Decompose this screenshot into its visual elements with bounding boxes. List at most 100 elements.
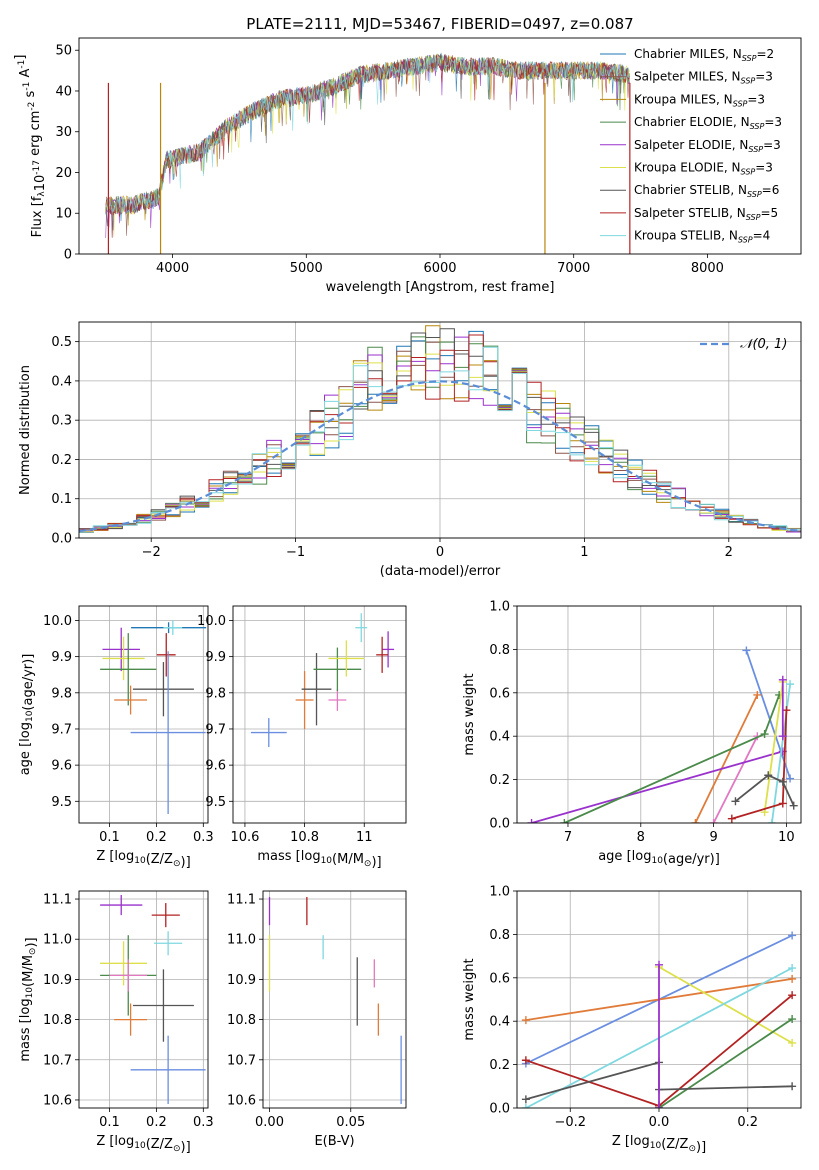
- weight-series-orange: [694, 694, 759, 823]
- gaussian-curve: [79, 380, 801, 533]
- weight-marker: [786, 774, 795, 783]
- figure-title: PLATE=2111, MJD=53467, FIBERID=0497, z=0…: [246, 15, 633, 33]
- y-tick-label: 11.0: [227, 933, 256, 948]
- x-axis-label: mass [log10(M/M⊙)]: [257, 849, 381, 870]
- x-tick-label: 0.0: [649, 1115, 670, 1130]
- weight-marker: [655, 960, 663, 969]
- y-tick-label: 10: [55, 207, 72, 222]
- y-tick-label: 0.1: [51, 492, 72, 507]
- y-tick-label: 10.6: [43, 1093, 72, 1108]
- panel-age_vs_mass: 10.6 10.8 11 9.5 9.6 9.7 9.8 9.9 10.0 mass [log10…: [197, 605, 407, 870]
- y-axis-label: Normed distribution: [18, 365, 33, 495]
- y-tick-label: 0.8: [489, 643, 510, 658]
- y-tick-label: 9.5: [51, 795, 72, 810]
- panel-spectrum: 4000 5000 6000 7000 8000 0 10 20 30 40 50 wavelengt…: [13, 37, 802, 295]
- spectrum-series-salpeter_elodie: [105, 55, 630, 238]
- axes-frame: [78, 37, 802, 255]
- plot-area: [100, 620, 207, 814]
- y-axis-label: mass weight: [462, 673, 477, 755]
- x-tick-label: 4000: [156, 261, 189, 276]
- weight-marker: [778, 675, 787, 684]
- x-tick-label: 9: [709, 830, 717, 845]
- panel-residuals: −2 −1 0 1 2 0.0 0.1 0.2 0.3 0.4 0.5 (data-model)/er…: [18, 321, 802, 579]
- x-tick-label: 0.3: [193, 1115, 214, 1130]
- panel-mass_vs_ebv: 0.00 0.05 10.6 10.7 10.8 10.9 11.0 11.1 E(B-V): [227, 890, 407, 1149]
- y-tick-label: 9.8: [51, 686, 72, 701]
- x-tick-label: 10.6: [230, 830, 259, 845]
- panel-mass_vs_Z: 0.1 0.2 0.3 10.6 10.7 10.8 10.9 11.0 11.1 Z [log1…: [18, 890, 214, 1155]
- weight-marker: [786, 680, 795, 689]
- y-tick-label: 10.7: [227, 1053, 256, 1068]
- plot-area: [527, 646, 798, 823]
- y-axis-label: Flux [fλ10-17 erg cm-2 s-1 A-1]: [13, 55, 48, 238]
- y-tick-label: 9.5: [205, 795, 226, 810]
- y-tick-label: 30: [55, 125, 72, 140]
- x-tick-label: 7: [564, 830, 572, 845]
- x-axis-label: age [log10(age/yr)]: [598, 849, 720, 867]
- plot-area: [79, 325, 801, 533]
- weight-marker: [521, 1095, 530, 1104]
- weight-marker: [778, 799, 787, 808]
- plot-area: [250, 613, 395, 748]
- weight-marker: [788, 1038, 797, 1047]
- y-tick-label: 0.2: [489, 1058, 510, 1073]
- x-tick-label: −1: [286, 545, 305, 560]
- x-tick-label: 0.1: [99, 1115, 120, 1130]
- x-tick-label: 1: [580, 545, 588, 560]
- x-tick-label: 0.2: [146, 1115, 167, 1130]
- y-tick-label: 0.6: [489, 971, 510, 986]
- weight-marker: [655, 1104, 663, 1108]
- weight-series-blue: [745, 650, 791, 779]
- y-tick-label: 0.4: [51, 374, 72, 389]
- y-tick-label: 9.6: [51, 759, 72, 774]
- axes-frame: [516, 605, 802, 824]
- y-axis-label: age [log10(age/yr)]: [18, 654, 36, 776]
- x-tick-label: 10.8: [290, 830, 319, 845]
- y-tick-label: 0.2: [51, 453, 72, 468]
- y-tick-label: 0: [64, 248, 72, 263]
- weight-marker: [778, 732, 787, 741]
- axes-frame: [78, 321, 802, 539]
- y-axis-label: mass [log10(M/M⊙)]: [18, 937, 39, 1061]
- y-tick-label: 9.7: [205, 722, 226, 737]
- x-tick-label: 11: [356, 830, 373, 845]
- x-tick-label: −2: [142, 545, 161, 560]
- x-tick-label: 5000: [290, 261, 323, 276]
- weight-marker: [742, 646, 751, 655]
- y-tick-label: 0.0: [51, 532, 72, 547]
- x-tick-label: 6000: [423, 261, 456, 276]
- weight-marker: [764, 771, 773, 780]
- legend-entry: Chabrier STELIB, NSSP=6: [634, 183, 779, 199]
- y-axis-label: mass weight: [462, 958, 477, 1040]
- y-tick-label: 10.6: [227, 1093, 256, 1108]
- weight-marker: [788, 991, 797, 1000]
- x-tick-label: 0.05: [336, 1115, 365, 1130]
- x-tick-label: 0.2: [737, 1115, 758, 1130]
- y-tick-label: 0.4: [489, 1015, 510, 1030]
- plot-area: [521, 931, 797, 1108]
- y-tick-label: 0.0: [489, 817, 510, 832]
- panel-weight_vs_age: 7 8 9 10 0.0 0.2 0.4 0.6 0.8 1.0 age [log10(age/yr…: [462, 600, 802, 867]
- axes-frame: [232, 605, 407, 824]
- legend-entry: Kroupa ELODIE, NSSP=3: [634, 161, 773, 177]
- plot-area: [100, 895, 206, 1104]
- weight-marker: [789, 801, 798, 810]
- axes-frame: [78, 890, 209, 1109]
- x-tick-label: 8: [637, 830, 645, 845]
- legend-entry: Chabrier ELODIE, NSSP=3: [634, 115, 782, 131]
- x-axis-label: Z [log10(Z/Z⊙)]: [96, 849, 190, 870]
- x-tick-label: 8000: [691, 261, 724, 276]
- y-tick-label: 10.8: [43, 1013, 72, 1028]
- weight-marker: [560, 819, 569, 823]
- weight-marker: [521, 1056, 530, 1065]
- x-axis-label: wavelength [Angstrom, rest frame]: [326, 280, 555, 295]
- weight-marker: [788, 1082, 797, 1091]
- y-tick-label: 1.0: [489, 885, 510, 900]
- y-tick-label: 0.8: [489, 928, 510, 943]
- hist-series-kroupa_stelib: [79, 346, 801, 531]
- weight-series-kroupa_elodie: [658, 966, 793, 1044]
- y-tick-label: 0.4: [489, 730, 510, 745]
- weight-marker: [691, 819, 700, 823]
- y-tick-label: 11.1: [43, 893, 72, 908]
